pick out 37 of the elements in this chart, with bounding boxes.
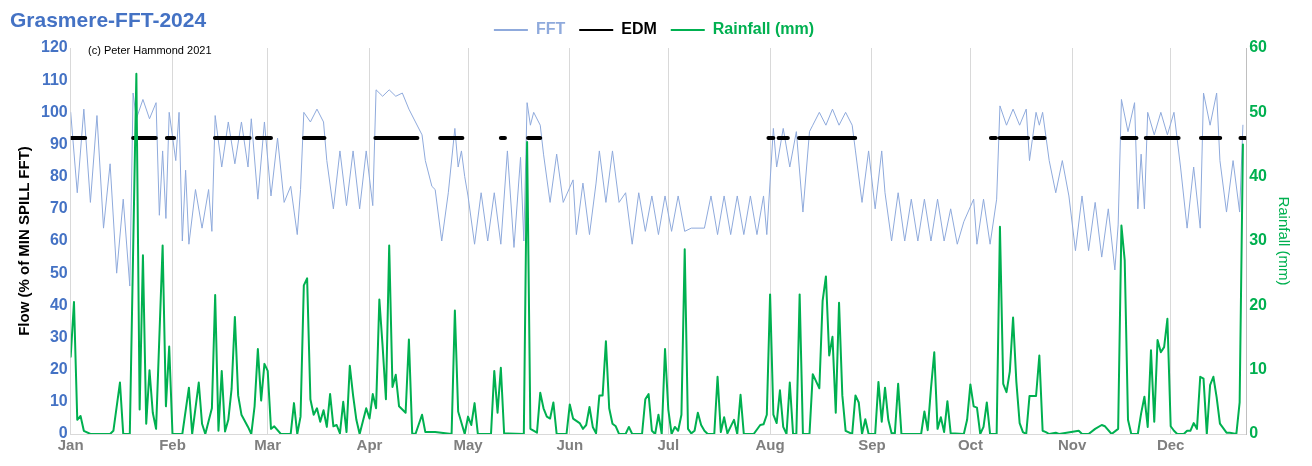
y-tick-label: 110 bbox=[41, 70, 68, 88]
x-tick-label: Nov bbox=[1058, 436, 1087, 454]
legend-label: EDM bbox=[621, 20, 657, 38]
chart-title: Grasmere-FFT-2024 bbox=[10, 8, 207, 32]
y-tick-label: 120 bbox=[40, 38, 68, 56]
y2-tick-label: 30 bbox=[1249, 231, 1268, 249]
y2-axis-title: Rainfall (mm) bbox=[1275, 196, 1293, 286]
y2-tick-label: 40 bbox=[1249, 167, 1268, 185]
x-tick-label: Oct bbox=[957, 436, 983, 454]
y2-tick-label: 50 bbox=[1249, 102, 1268, 120]
x-tick-label: Jun bbox=[556, 436, 584, 454]
legend-label: Rainfall (mm) bbox=[712, 20, 815, 38]
y2-tick-label: 0 bbox=[1249, 424, 1259, 442]
y-tick-label: 10 bbox=[49, 392, 68, 410]
x-tick-label: Aug bbox=[755, 436, 785, 454]
y-tick-label: 80 bbox=[49, 167, 68, 185]
y-tick-label: 20 bbox=[49, 360, 68, 378]
y-tick-label: 70 bbox=[49, 199, 68, 217]
x-tick-label: Jul bbox=[657, 436, 680, 454]
x-tick-label: Dec bbox=[1156, 436, 1185, 454]
y2-tick-label: 60 bbox=[1249, 38, 1268, 56]
x-tick-label: Apr bbox=[356, 436, 383, 454]
y-tick-label: 50 bbox=[49, 263, 68, 281]
y-tick-label: 40 bbox=[49, 295, 68, 313]
y2-tick-label: 10 bbox=[1249, 360, 1268, 378]
x-tick-label: Sep bbox=[858, 436, 886, 454]
y-tick-label: 30 bbox=[49, 327, 68, 345]
y-tick-label: 100 bbox=[40, 102, 68, 120]
y2-tick-label: 20 bbox=[1249, 295, 1268, 313]
y-tick-label: 90 bbox=[49, 134, 68, 152]
y-tick-label: 60 bbox=[49, 231, 68, 249]
x-tick-label: May bbox=[453, 436, 484, 454]
y-axis-title: Flow (% of MIN SPILL FFT) bbox=[15, 146, 33, 336]
legend-label: FFT bbox=[535, 20, 566, 38]
x-tick-label: Feb bbox=[159, 436, 186, 454]
x-tick-label: Mar bbox=[254, 436, 282, 454]
annotation: (c) Peter Hammond 2021 bbox=[88, 44, 212, 56]
